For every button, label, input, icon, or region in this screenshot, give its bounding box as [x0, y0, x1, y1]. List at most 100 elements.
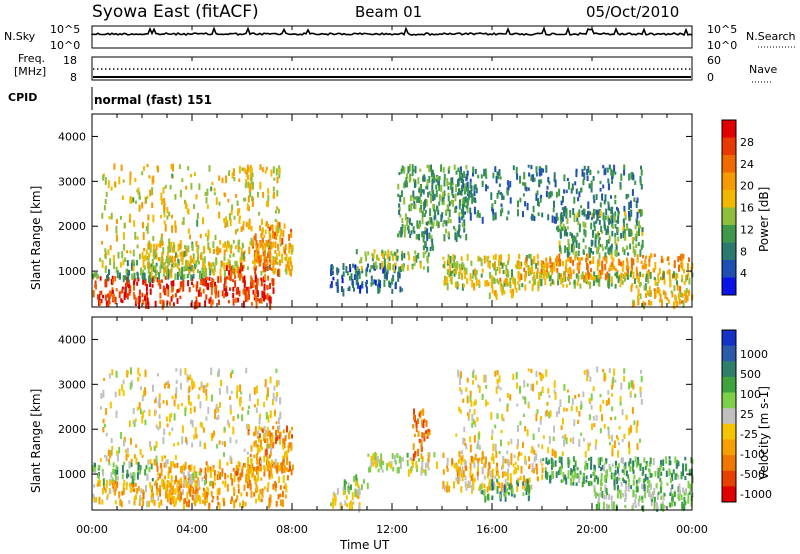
data-cell: [597, 242, 600, 251]
data-cell: [147, 266, 150, 274]
data-cell: [290, 261, 293, 267]
data-cell: [341, 286, 343, 292]
data-cell: [195, 195, 198, 200]
data-cell: [519, 197, 522, 203]
data-cell: [659, 486, 662, 494]
data-cell: [561, 277, 564, 284]
data-cell: [597, 170, 600, 174]
data-cell: [635, 486, 638, 493]
data-cell: [575, 240, 578, 248]
data-cell: [267, 414, 270, 423]
data-cell: [123, 439, 125, 447]
data-cell: [414, 450, 417, 455]
data-cell: [201, 422, 204, 429]
data-cell: [506, 474, 509, 481]
data-cell: [163, 268, 166, 273]
data-cell: [689, 483, 692, 492]
data-cell: [635, 504, 637, 508]
data-cell: [102, 418, 105, 424]
data-cell: [611, 406, 614, 412]
data-cell: [596, 493, 599, 497]
data-cell: [377, 468, 380, 473]
data-cell: [264, 266, 267, 272]
nsearch-tick-bottom: 10^0: [707, 39, 737, 52]
data-cell: [633, 197, 636, 202]
data-cell: [369, 269, 372, 273]
data-cell: [501, 262, 504, 269]
data-cell: [423, 176, 426, 182]
data-cell: [523, 182, 526, 186]
data-cell: [159, 265, 162, 274]
data-cell: [367, 453, 370, 457]
data-cell: [607, 281, 610, 289]
data-cell: [571, 398, 574, 406]
data-cell: [608, 494, 611, 500]
data-cell: [617, 228, 620, 232]
data-cell: [150, 491, 153, 498]
data-cell: [481, 467, 484, 475]
data-cell: [624, 498, 626, 503]
data-cell: [639, 391, 642, 398]
data-cell: [617, 275, 620, 281]
data-cell: [500, 254, 503, 262]
data-cell: [289, 465, 291, 472]
data-cell: [562, 260, 564, 267]
data-cell: [176, 462, 179, 468]
data-cell: [115, 486, 118, 491]
data-cell: [247, 195, 250, 203]
data-cell: [453, 258, 455, 266]
data-cell: [506, 189, 509, 196]
data-cell: [131, 485, 134, 492]
data-cell: [192, 253, 195, 259]
data-cell: [523, 267, 526, 272]
data-cell: [248, 464, 251, 471]
data-cell: [132, 408, 135, 414]
data-cell: [486, 494, 489, 501]
data-cell: [502, 270, 505, 274]
data-cell: [190, 182, 193, 190]
data-cell: [566, 232, 569, 237]
data-cell: [506, 450, 509, 455]
data-cell: [411, 265, 414, 270]
data-cell: [576, 232, 579, 237]
data-cell: [653, 502, 656, 511]
data-cell: [331, 270, 334, 276]
data-cell: [472, 172, 474, 177]
data-cell: [429, 208, 432, 216]
data-cell: [586, 168, 589, 176]
data-cell: [130, 367, 132, 375]
data-cell: [524, 260, 527, 263]
data-cell: [490, 412, 493, 420]
data-cell: [129, 171, 132, 180]
data-cell: [173, 495, 175, 501]
data-cell: [108, 269, 110, 275]
data-cell: [569, 438, 572, 443]
data-cell: [267, 460, 270, 468]
data-cell: [451, 263, 454, 269]
data-cell: [282, 246, 285, 254]
data-cell: [166, 264, 169, 272]
data-cell: [219, 472, 221, 480]
data-cell: [622, 230, 625, 239]
data-cell: [540, 261, 543, 269]
data-cell: [619, 185, 622, 190]
nsky-strip: N.Sky 10^5 10^0 10^5 10^0 N.Search: [4, 23, 796, 52]
data-cell: [196, 219, 199, 227]
data-cell: [268, 246, 271, 251]
data-cell: [553, 262, 556, 267]
data-cell: [224, 222, 227, 228]
data-cell: [352, 501, 355, 505]
data-cell: [643, 457, 646, 463]
data-cell: [614, 416, 617, 420]
data-cell: [245, 179, 248, 186]
data-cell: [405, 213, 407, 221]
colorbar-segment: [722, 155, 736, 173]
data-cell: [196, 281, 199, 289]
colorbar-frame: [721, 329, 737, 503]
data-cell: [105, 191, 108, 197]
data-cell: [267, 252, 269, 259]
data-cell: [570, 274, 572, 279]
data-cell: [181, 258, 184, 264]
data-cell: [420, 469, 423, 476]
data-cell: [125, 279, 128, 286]
